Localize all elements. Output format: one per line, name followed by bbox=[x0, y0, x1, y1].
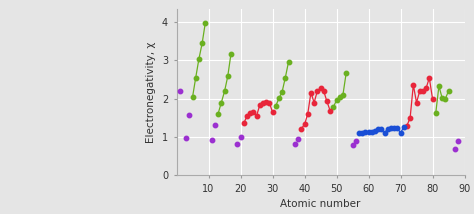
Y-axis label: Electronegativity, χ: Electronegativity, χ bbox=[146, 41, 156, 143]
X-axis label: Atomic number: Atomic number bbox=[280, 199, 361, 209]
